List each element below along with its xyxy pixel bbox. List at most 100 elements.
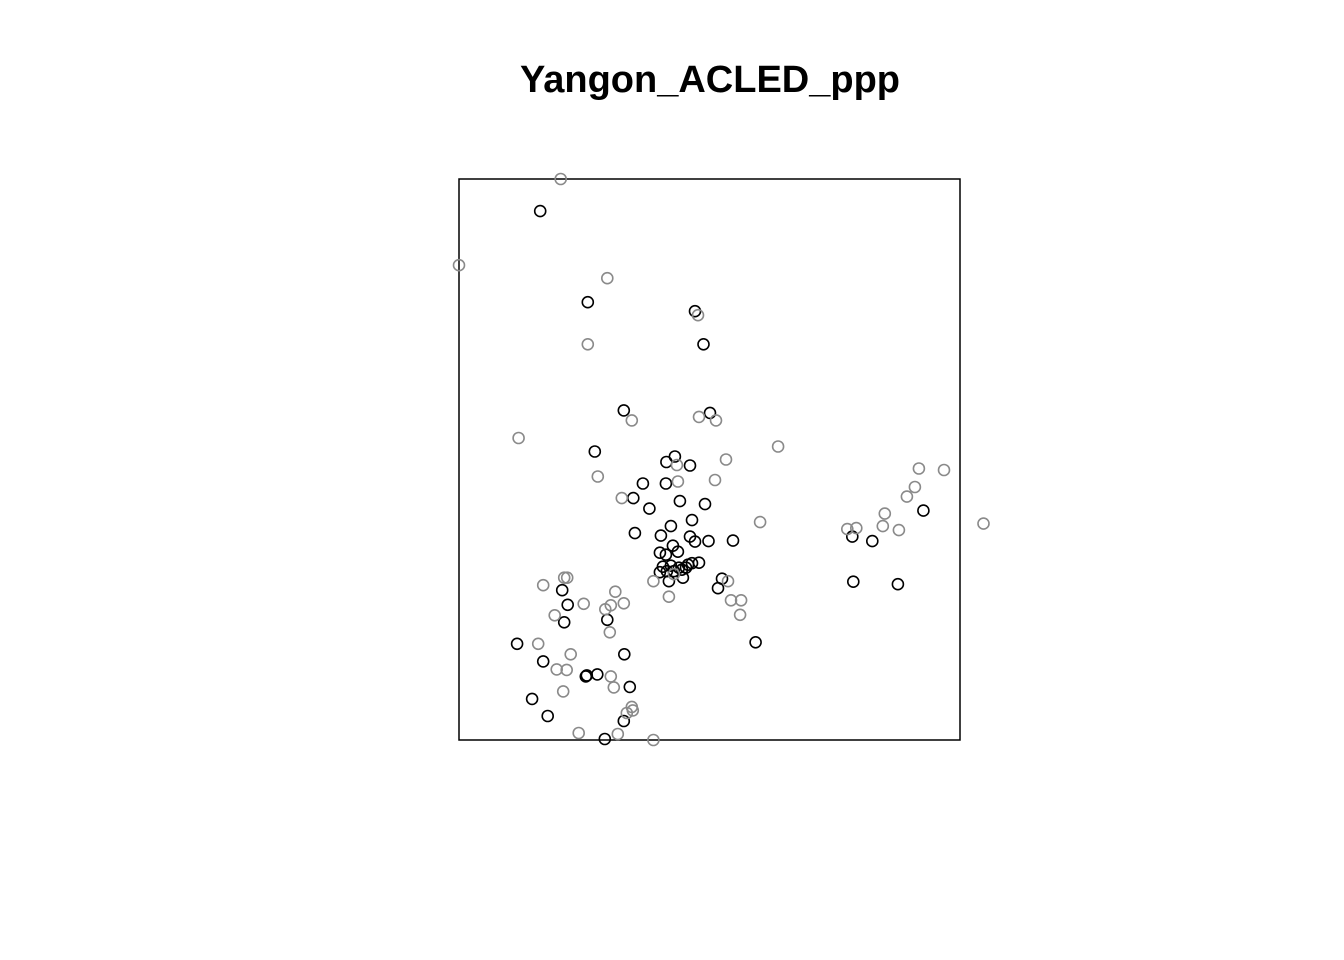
data-point-light-18: [849, 521, 863, 535]
data-point-light-11: [670, 458, 684, 472]
data-point-light-9: [771, 440, 785, 453]
data-point-dark-17: [664, 519, 678, 533]
data-point-light-37: [608, 585, 622, 599]
data-point-light-22: [900, 490, 914, 503]
data-point-light-33: [733, 608, 747, 622]
data-point-dark-24: [688, 535, 702, 548]
data-point-dark-51: [600, 613, 614, 627]
data-point-dark-20: [628, 526, 642, 540]
data-point-light-38: [617, 596, 631, 610]
data-point-light-34: [536, 578, 550, 592]
data-point-light-54: [572, 726, 586, 740]
data-point-dark-47: [891, 577, 905, 591]
data-point-light-21: [878, 507, 892, 520]
data-point-dark-12: [626, 491, 640, 505]
data-point-light-10: [719, 453, 733, 466]
data-point-dark-37: [692, 556, 706, 570]
data-point-light-40: [577, 597, 591, 611]
data-point-dark-8: [660, 455, 673, 469]
data-point-light-6: [625, 414, 639, 427]
data-point-light-50: [556, 685, 570, 698]
data-point-light-49: [607, 681, 621, 694]
data-point-dark-38: [653, 565, 667, 579]
data-point-light-45: [564, 647, 578, 661]
data-point-dark-5: [703, 406, 717, 420]
data-point-light-13: [708, 473, 722, 487]
data-point-light-30: [721, 574, 735, 588]
data-point-light-1: [452, 258, 466, 272]
data-point-light-19: [876, 519, 890, 533]
data-point-dark-1: [581, 295, 595, 309]
data-point-light-28: [662, 590, 676, 604]
points-layer: [452, 172, 990, 747]
data-point-dark-48: [555, 583, 569, 597]
data-point-light-41: [598, 602, 612, 616]
data-point-dark-43: [865, 534, 879, 548]
data-point-light-8: [512, 431, 525, 445]
data-point-dark-10: [636, 477, 650, 490]
data-point-light-36: [560, 571, 574, 585]
data-point-dark-63: [749, 635, 762, 649]
data-point-dark-55: [579, 670, 593, 683]
data-point-light-7: [709, 414, 723, 427]
data-point-light-42: [548, 608, 562, 622]
data-point-dark-56: [590, 668, 604, 681]
data-point-dark-46: [846, 575, 860, 589]
observation-window-frame: [458, 178, 961, 741]
data-point-dark-22: [726, 534, 740, 547]
data-point-dark-25: [653, 546, 667, 560]
chart-title: Yangon_ACLED_ppp: [519, 59, 901, 101]
data-point-light-52: [626, 704, 640, 717]
data-point-light-23: [908, 480, 922, 494]
data-point-light-31: [734, 593, 748, 607]
data-point-light-2: [600, 271, 614, 285]
data-point-dark-54: [617, 647, 631, 661]
data-point-light-14: [671, 475, 685, 488]
data-point-dark-44: [917, 504, 930, 517]
data-point-light-43: [531, 637, 545, 651]
data-point-light-56: [647, 733, 660, 747]
data-point-dark-11: [659, 477, 673, 490]
data-point-dark-52: [510, 637, 524, 651]
data-point-dark-49: [561, 598, 575, 612]
data-point-dark-50: [557, 615, 571, 629]
data-point-dark-57: [580, 669, 594, 682]
data-point-dark-6: [588, 445, 602, 458]
data-point-dark-18: [654, 529, 668, 542]
data-point-dark-26: [659, 548, 673, 562]
data-point-light-15: [615, 491, 629, 505]
data-point-dark-59: [623, 680, 637, 694]
data-point-light-29: [667, 567, 681, 581]
data-point-light-53: [620, 706, 634, 720]
data-point-dark-4: [617, 404, 631, 417]
data-point-light-27: [647, 574, 660, 588]
data-point-dark-9: [683, 459, 697, 472]
data-point-dark-58: [525, 692, 539, 706]
data-point-light-46: [550, 663, 564, 676]
data-point-light-26: [937, 463, 951, 477]
data-point-light-47: [560, 663, 574, 677]
data-point-dark-60: [541, 709, 555, 723]
data-point-dark-3: [697, 337, 710, 351]
data-point-light-32: [724, 593, 738, 607]
data-point-light-17: [840, 522, 854, 536]
data-point-light-0: [554, 172, 568, 186]
data-point-light-20: [892, 523, 906, 537]
data-point-light-24: [977, 517, 990, 530]
data-point-dark-16: [685, 513, 699, 527]
data-point-dark-27: [671, 545, 685, 559]
data-point-light-44: [603, 625, 617, 639]
data-point-light-4: [581, 337, 595, 351]
data-point-dark-42: [711, 581, 725, 595]
data-point-dark-53: [536, 655, 550, 668]
data-point-dark-15: [698, 497, 712, 511]
data-point-light-48: [604, 670, 618, 683]
data-point-light-12: [591, 470, 605, 483]
data-point-light-5: [692, 410, 706, 424]
data-point-dark-14: [643, 502, 656, 515]
data-point-dark-0: [533, 204, 547, 218]
data-point-light-25: [912, 462, 926, 475]
data-point-light-55: [611, 727, 625, 741]
